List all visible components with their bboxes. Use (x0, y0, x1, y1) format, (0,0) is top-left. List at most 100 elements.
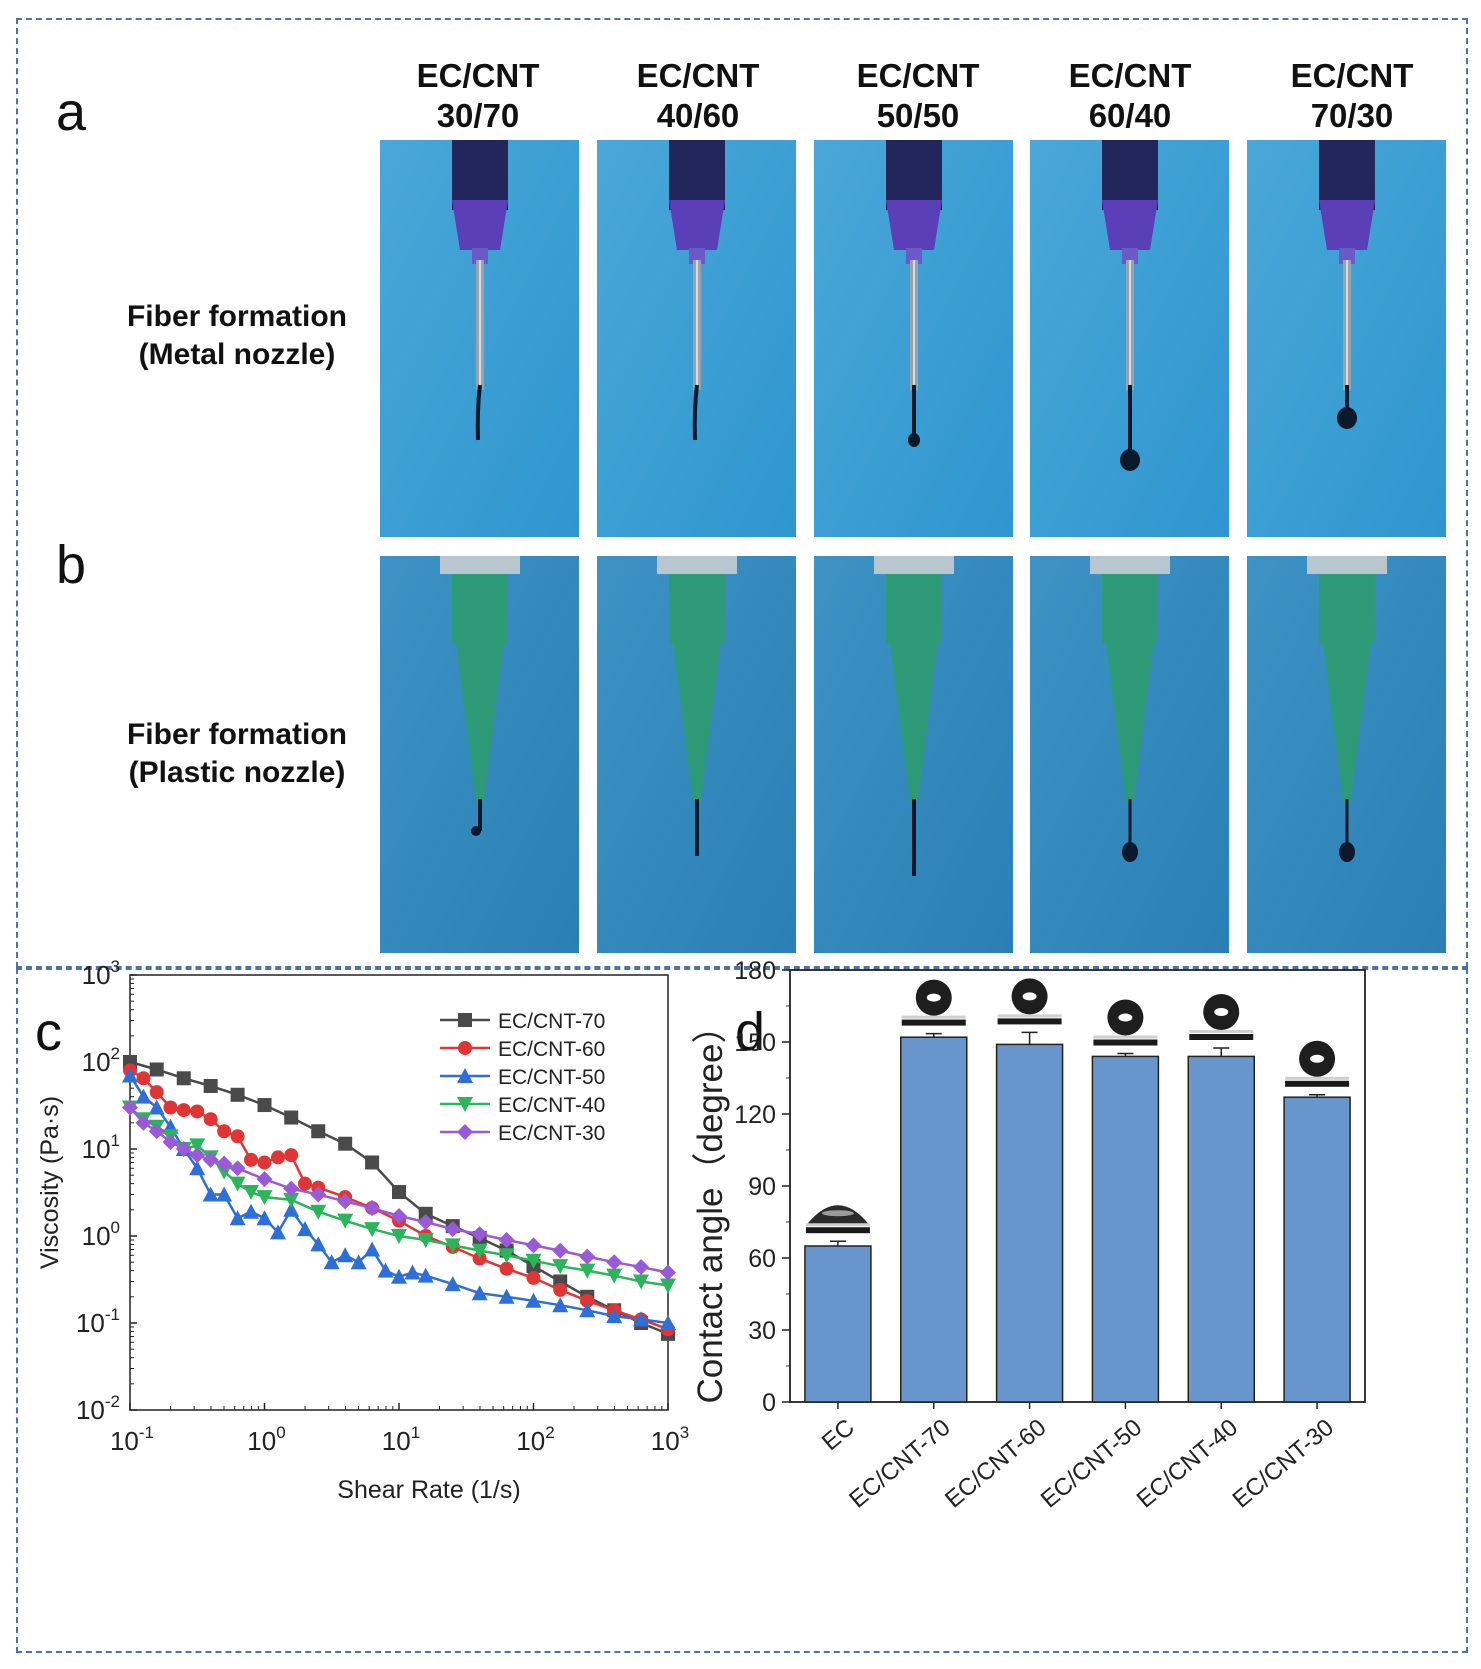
data-point (552, 1259, 569, 1275)
data-point (149, 1062, 164, 1077)
data-point (525, 1237, 542, 1254)
legend-label: EC/CNT-50 (498, 1066, 605, 1089)
row-label-metal-nozzle: Fiber formation (Metal nozzle) (107, 298, 367, 374)
data-point (404, 1264, 421, 1280)
plastic-hub (1319, 574, 1375, 644)
data-point (256, 1210, 273, 1226)
legend-label: EC/CNT-40 (498, 1094, 605, 1117)
extruded-droplet (471, 826, 481, 836)
data-point (471, 1243, 488, 1259)
y-tick-label: 101 (82, 1131, 120, 1164)
series-EC/CNT-30 (122, 1099, 676, 1281)
data-point (553, 1282, 568, 1297)
top-panel-frame (16, 18, 1468, 968)
column-header: EC/CNT 50/50 (818, 56, 1018, 136)
x-tick-label: 101 (382, 1423, 420, 1456)
plastic-hub (886, 574, 942, 644)
data-point (364, 1241, 381, 1257)
legend-marker (457, 1124, 473, 1140)
data-point (471, 1285, 488, 1301)
plastic-cone-nozzle (456, 641, 504, 801)
extruded-droplet (1122, 842, 1138, 862)
photo-metal-nozzle (814, 140, 1013, 537)
row-label-line1: Fiber formation (126, 718, 347, 751)
data-point (552, 1297, 569, 1313)
data-point (257, 1155, 272, 1170)
data-point (660, 1315, 676, 1330)
row-label-line1: Fiber formation (126, 300, 347, 333)
extruded-droplet (908, 433, 920, 447)
plastic-cone-nozzle (1323, 641, 1371, 801)
syringe-hub (1319, 140, 1375, 210)
syringe-hub-tip (1319, 200, 1375, 250)
photo-plastic-nozzle (814, 556, 1013, 953)
data-point (525, 1253, 542, 1269)
legend-marker (458, 1013, 472, 1027)
data-point (149, 1085, 164, 1100)
extruded-fiber (475, 384, 482, 441)
luer-lock (1307, 556, 1387, 574)
y-tick-label: 10-2 (76, 1392, 120, 1425)
row-label-line2: (Plastic nozzle) (128, 756, 346, 789)
data-point (190, 1104, 205, 1119)
data-point (297, 1176, 312, 1191)
data-point (499, 1261, 514, 1276)
plastic-hub (1102, 574, 1158, 644)
panel-label-d: d (735, 1002, 766, 1062)
panel-label-c: c (35, 1002, 62, 1062)
data-point (122, 1067, 138, 1083)
data-point (230, 1087, 245, 1102)
data-point (498, 1288, 515, 1304)
data-point (229, 1210, 246, 1226)
y-tick-label: 102 (82, 1044, 120, 1077)
photo-metal-nozzle (1247, 140, 1446, 537)
column-header-line2: 30/70 (436, 97, 520, 134)
photo-metal-nozzle (1030, 140, 1229, 537)
data-point (498, 1248, 515, 1264)
extruded-droplet (1120, 449, 1140, 471)
data-point (284, 1110, 299, 1125)
data-point (633, 1274, 650, 1290)
data-point (310, 1204, 327, 1220)
data-point (175, 1141, 192, 1157)
x-tick-label: 103 (651, 1423, 689, 1456)
data-point (229, 1160, 246, 1177)
extruded-droplet (1339, 842, 1355, 862)
data-point (660, 1278, 676, 1294)
data-point (660, 1264, 676, 1281)
data-point (552, 1242, 569, 1259)
syringe-hub-tip (886, 200, 942, 250)
column-header-line1: EC/CNT (1068, 57, 1192, 94)
extruded-droplet (1337, 407, 1357, 429)
data-point (269, 1224, 286, 1240)
data-point (606, 1268, 623, 1284)
y-tick-label: 100 (82, 1218, 120, 1251)
data-point (217, 1124, 232, 1139)
x-tick-label: 10-1 (110, 1423, 154, 1456)
x-tick-label: 100 (247, 1423, 285, 1456)
data-point (391, 1229, 407, 1244)
data-point (337, 1213, 354, 1229)
data-point (176, 1071, 191, 1086)
data-point (392, 1185, 406, 1200)
data-point (257, 1098, 272, 1113)
legend-marker (458, 1041, 472, 1055)
data-point (135, 1088, 152, 1104)
data-point (243, 1203, 260, 1219)
data-point (216, 1155, 233, 1172)
syringe-hub (886, 140, 942, 210)
data-point (310, 1186, 327, 1203)
syringe-hub-tip (452, 200, 508, 250)
column-header: EC/CNT 30/70 (378, 56, 578, 136)
syringe-hub-tip (669, 200, 725, 250)
data-point (418, 1206, 433, 1221)
photo-metal-nozzle (597, 140, 796, 537)
data-point (472, 1251, 487, 1266)
data-point (337, 1247, 354, 1263)
data-point (444, 1276, 461, 1292)
column-header-line1: EC/CNT (416, 57, 540, 94)
column-header: EC/CNT 70/30 (1252, 56, 1452, 136)
data-point (189, 1147, 206, 1164)
legend-marker (457, 1068, 473, 1083)
extruded-fiber (692, 384, 699, 441)
